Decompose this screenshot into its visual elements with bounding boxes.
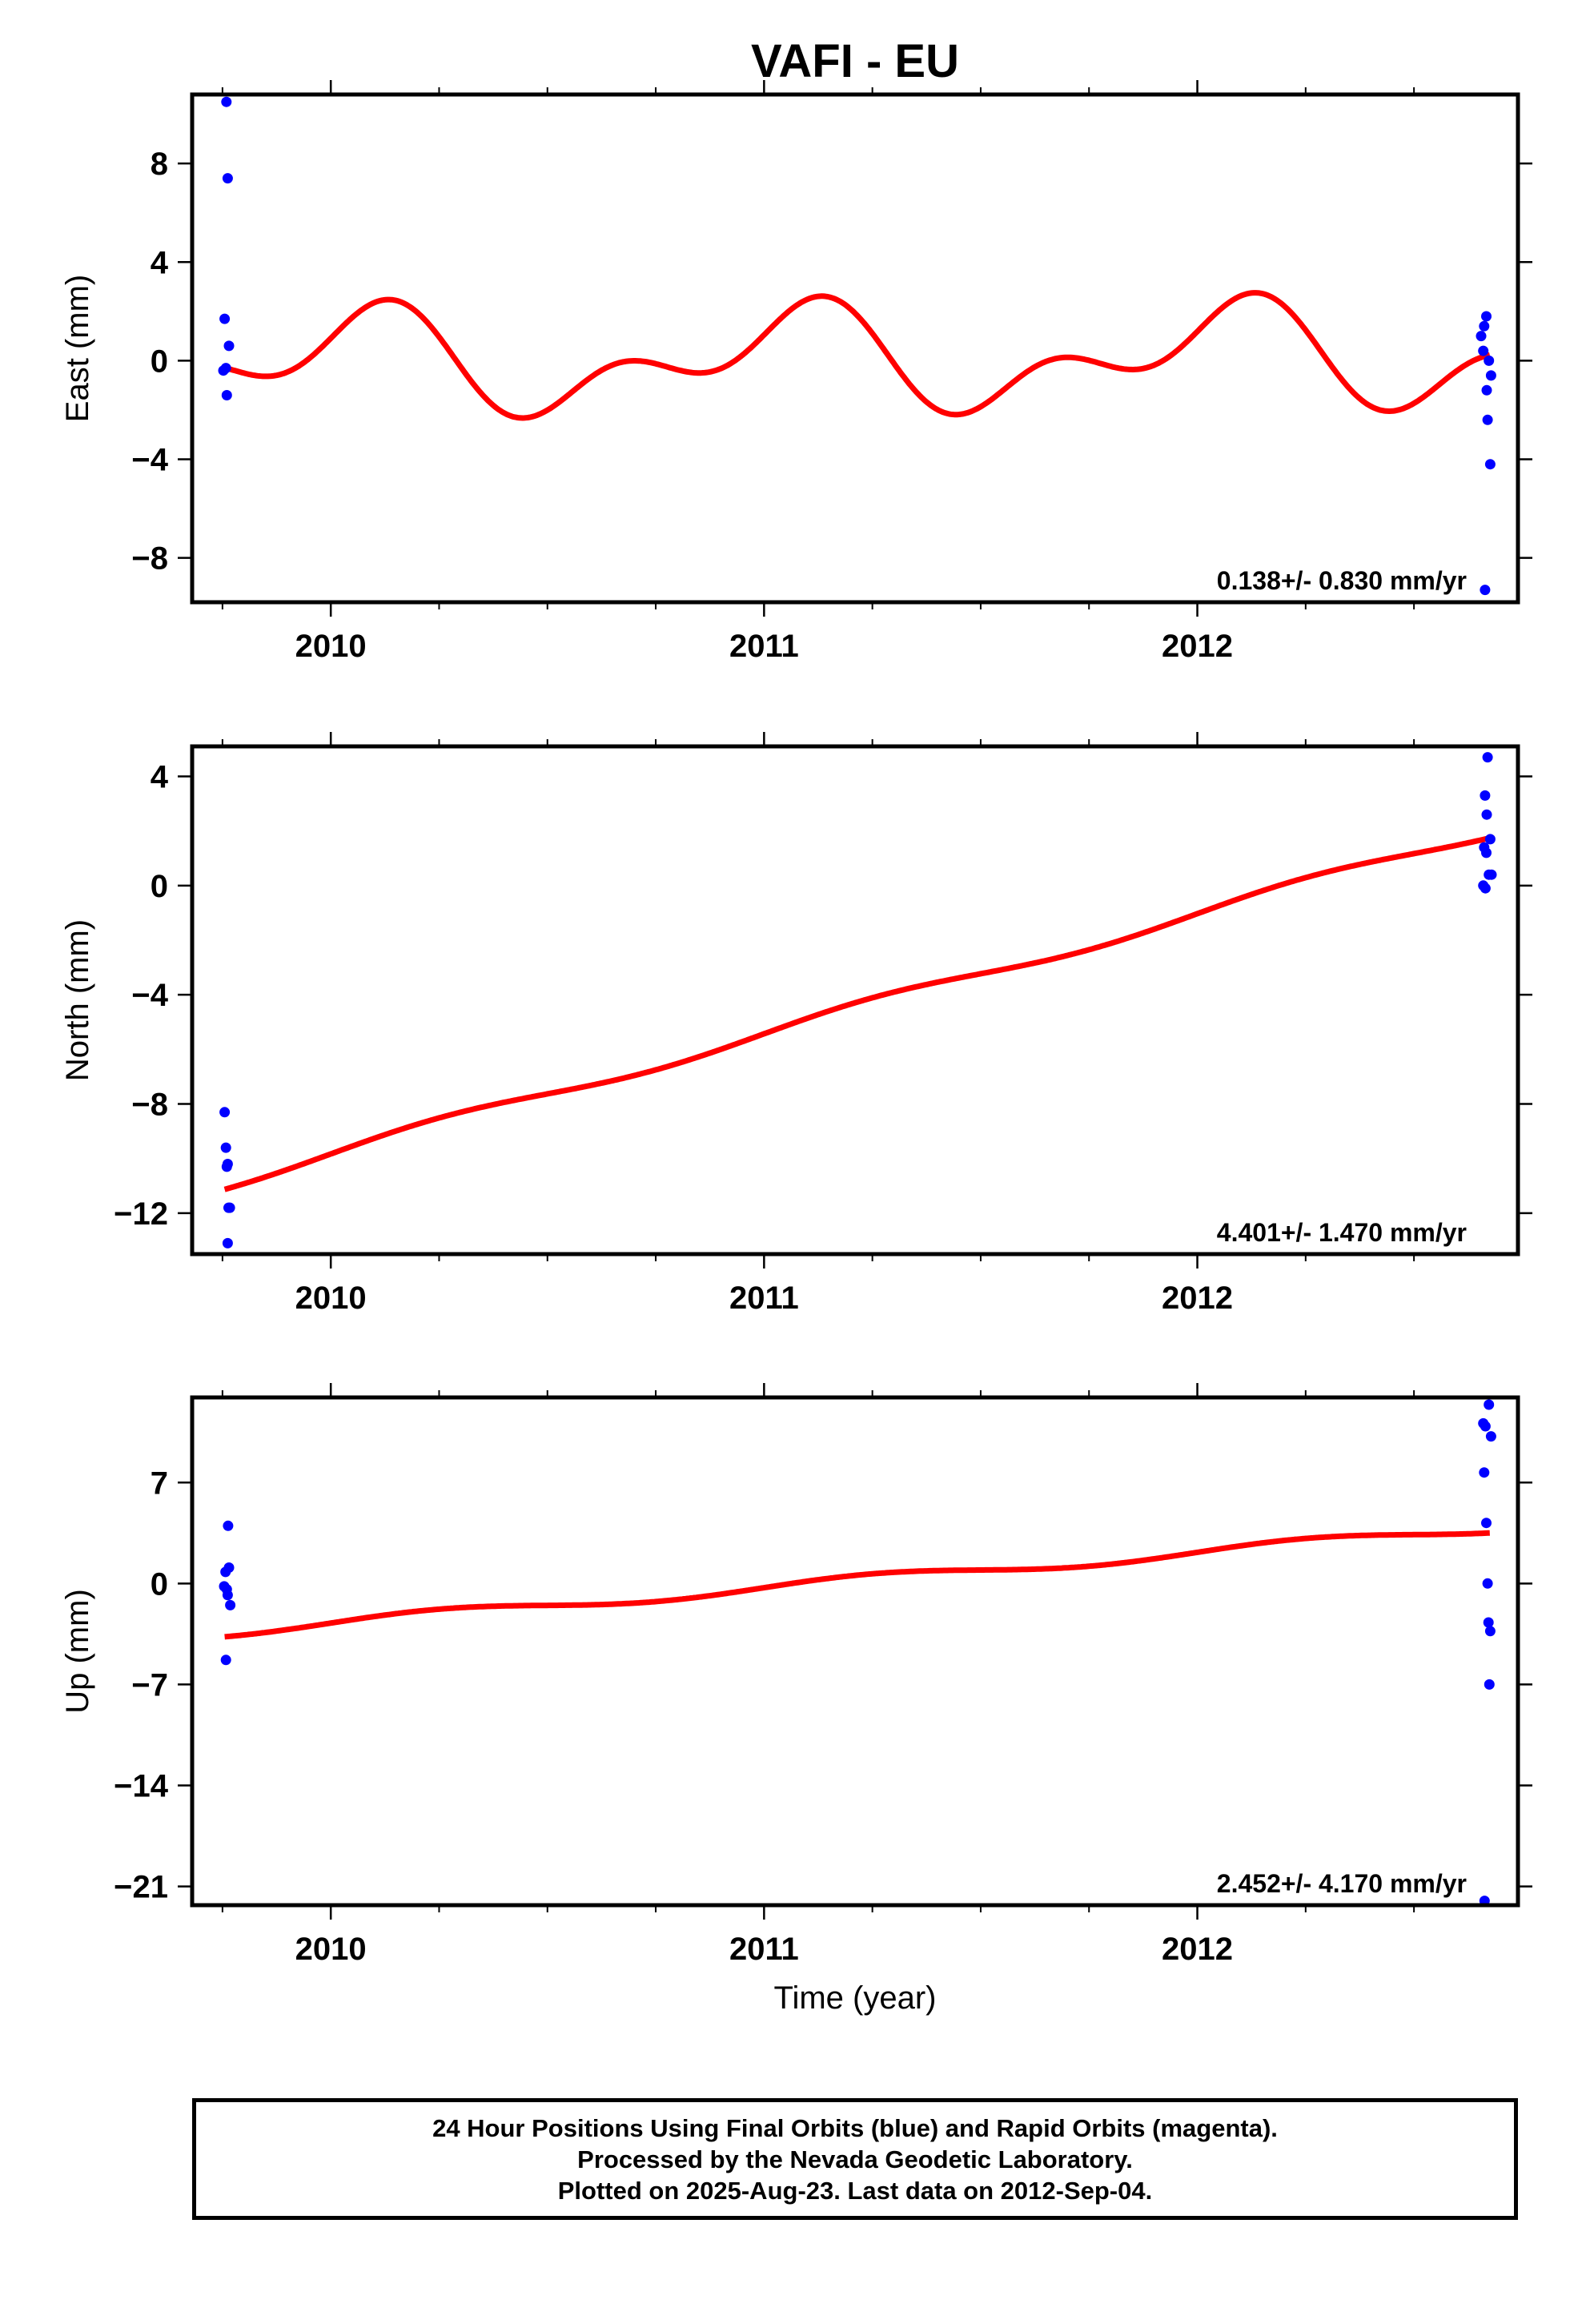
east-data-point — [221, 390, 232, 400]
up-y-tick-label: 7 — [151, 1466, 168, 1501]
up-y-tick-label: 0 — [151, 1566, 168, 1602]
north-model-fit-line — [223, 834, 1492, 1192]
up-data-point — [1484, 1399, 1495, 1410]
north-data-point — [1481, 809, 1492, 820]
up-data-point — [1484, 1679, 1495, 1690]
north-data-point — [1482, 752, 1493, 763]
north-data-point — [222, 1159, 233, 1169]
north-y-tick-label: −4 — [131, 978, 168, 1013]
east-y-tick-label: 8 — [151, 147, 168, 182]
north-data-point — [1480, 790, 1491, 801]
east-x-tick-label: 2012 — [1162, 629, 1233, 664]
up-y-tick-label: −7 — [131, 1667, 168, 1703]
east-data-point — [1481, 384, 1492, 396]
east-data-point — [1485, 370, 1496, 381]
footer-line-2: Processed by the Nevada Geodetic Laborat… — [577, 2145, 1133, 2173]
up-y-tick-label: −21 — [114, 1870, 168, 1905]
east-x-tick-label: 2011 — [729, 629, 799, 664]
north-y-axis-label: North (mm) — [60, 919, 95, 1081]
east-plot-frame — [190, 92, 1520, 605]
north-data-point — [1486, 869, 1497, 880]
up-data-point — [220, 1566, 231, 1578]
up-x-tick-label: 2012 — [1162, 1932, 1233, 1967]
up-data-point — [1482, 1578, 1493, 1589]
north-y-tick-label: 0 — [151, 869, 168, 904]
north-y-tick-label: −8 — [131, 1088, 168, 1123]
east-x-tick-label: 2010 — [295, 629, 367, 664]
north-data-point — [224, 1202, 235, 1213]
north-rate-label: 4.401+/- 1.470 mm/yr — [1217, 1218, 1467, 1247]
up-plot-frame — [190, 1395, 1520, 1908]
north-data-point — [219, 1107, 231, 1118]
footer-caption-box: 24 Hour Positions Using Final Orbits (bl… — [192, 2098, 1518, 2220]
east-data-point — [1481, 311, 1492, 322]
up-data-point — [1485, 1431, 1496, 1442]
east-y-tick-label: −4 — [131, 442, 168, 477]
up-y-tick-label: −14 — [114, 1769, 169, 1804]
up-data-point — [1479, 1467, 1490, 1478]
footer-line-3: Plotted on 2025-Aug-23. Last data on 201… — [557, 2176, 1153, 2205]
up-data-point — [1484, 1626, 1496, 1637]
east-model-fit-line — [223, 290, 1492, 421]
east-data-point — [1476, 331, 1487, 342]
north-data-point — [1484, 834, 1496, 845]
north-y-tick-label: 4 — [151, 759, 169, 794]
up-data-point — [220, 1655, 231, 1666]
x-axis-label: Time (year) — [774, 1980, 937, 2016]
east-panel: 2010 2011 2012 8 4 0 −4 −8 East (mm) 0.138+/- 0.8… — [60, 80, 1532, 664]
up-panel: 2010 2011 2012 7 0 −7 −14 −21 Up (mm) 2.452+/- 4.… — [60, 1383, 1532, 1967]
east-data-point — [221, 96, 232, 107]
east-data-point — [1479, 320, 1490, 332]
north-panel: 2010 2011 2012 4 0 −4 −8 −12 North (mm) 4.401+/- … — [60, 732, 1532, 1316]
up-data-point — [223, 1520, 234, 1531]
north-data-point — [220, 1142, 231, 1153]
chart-title: VAFI - EU — [751, 35, 959, 87]
east-data-point — [222, 173, 233, 184]
footer-line-1: 24 Hour Positions Using Final Orbits (bl… — [432, 2113, 1278, 2142]
up-data-point — [1480, 1421, 1491, 1432]
up-data-point — [1483, 1617, 1494, 1628]
east-data-point — [1484, 355, 1495, 366]
north-x-tick-label: 2010 — [295, 1281, 367, 1316]
north-data-point — [1480, 883, 1491, 894]
east-data-point — [220, 363, 231, 374]
east-data-point — [1484, 459, 1496, 470]
north-data-point — [1481, 847, 1492, 858]
east-data-point — [1482, 414, 1493, 425]
up-y-axis-label: Up (mm) — [60, 1589, 95, 1714]
east-data-point — [219, 313, 231, 324]
east-data-point — [223, 340, 235, 352]
east-y-tick-label: 4 — [151, 245, 169, 280]
north-plot-frame — [190, 744, 1520, 1256]
north-x-tick-label: 2011 — [729, 1281, 799, 1316]
north-data-point — [222, 1237, 233, 1248]
up-model-fit-line — [223, 1530, 1492, 1640]
east-data-point — [1478, 345, 1489, 356]
east-data-point — [1480, 585, 1491, 596]
north-x-tick-label: 2012 — [1162, 1281, 1233, 1316]
east-y-tick-label: 0 — [151, 344, 168, 379]
east-y-axis-label: East (mm) — [60, 275, 95, 422]
up-data-point — [222, 1590, 233, 1601]
east-y-tick-label: −8 — [131, 541, 168, 577]
up-rate-label: 2.452+/- 4.170 mm/yr — [1217, 1869, 1467, 1898]
up-data-point — [225, 1599, 236, 1610]
east-rate-label: 0.138+/- 0.830 mm/yr — [1217, 566, 1467, 595]
north-y-tick-label: −12 — [114, 1196, 168, 1232]
up-x-tick-label: 2010 — [295, 1932, 367, 1967]
up-x-tick-label: 2011 — [729, 1932, 799, 1967]
up-data-point — [1481, 1518, 1492, 1529]
